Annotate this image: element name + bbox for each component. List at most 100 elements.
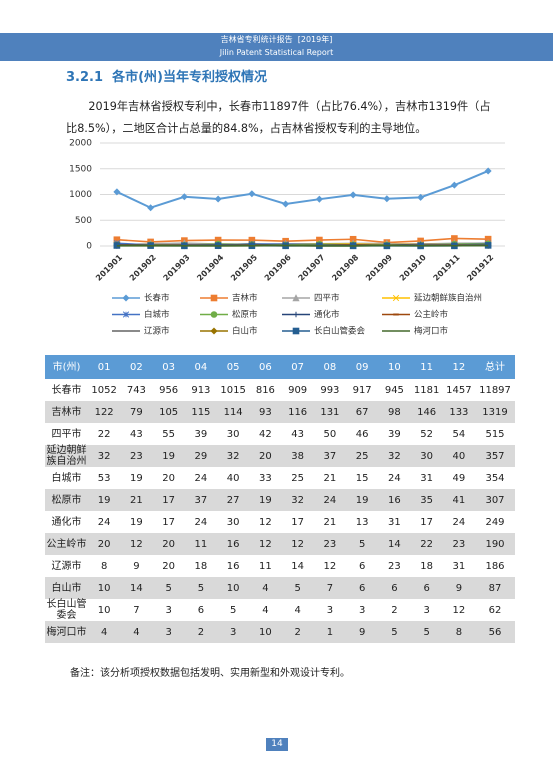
table-cell: 39 <box>194 428 208 440</box>
x-tick-label: 201911 <box>432 253 462 283</box>
table-cell: 10 <box>97 604 111 616</box>
table-cell: 52 <box>420 428 433 440</box>
x-tick-label: 201907 <box>297 253 327 283</box>
table-cell: 43 <box>291 428 304 440</box>
marker <box>210 294 218 302</box>
y-tick-label: 2000 <box>69 139 92 149</box>
table-cell: 2 <box>281 621 314 643</box>
table-cell: 25 <box>291 472 304 484</box>
table-cell: 22 <box>410 533 443 555</box>
table-cell: 354 <box>485 472 505 484</box>
table-cell: 16 <box>226 560 240 572</box>
row-label: 白山市 <box>45 577 88 599</box>
marker <box>292 327 300 335</box>
table-cell: 3 <box>217 621 250 643</box>
table-cell: 24 <box>194 516 208 528</box>
x-tick-label: 201906 <box>263 253 293 283</box>
table-cell: 53 <box>97 472 111 484</box>
row-label: 白城市 <box>51 472 82 484</box>
table-cell: 1181 <box>413 384 440 396</box>
marker <box>122 311 130 318</box>
section-title: 各市(州)当年专利授权情况 <box>112 70 267 85</box>
table-cell: 18 <box>194 560 208 572</box>
header-cell: 01 <box>88 355 121 379</box>
table-cell: 19 <box>130 516 143 528</box>
table-cell: 49 <box>452 472 466 484</box>
table-row: 梅河口市 4 4 3 2 3 10 2 1 9 5 5 8 56 <box>45 621 515 643</box>
table-cell: 15 <box>355 472 369 484</box>
table-cell: 67 <box>346 401 379 423</box>
table-cell: 2 <box>391 604 398 616</box>
table-cell: 19 <box>130 472 143 484</box>
table-cell: 13 <box>355 516 369 528</box>
marker <box>147 204 155 212</box>
row-label: 吉林市 <box>45 401 88 423</box>
table-cell: 25 <box>346 445 379 467</box>
table-cell: 917 <box>352 384 372 396</box>
table-cell: 186 <box>485 560 505 572</box>
table-cell: 5 <box>229 604 237 616</box>
paragraph: 2019年吉林省授权专利中，长春市11897件（占比76.4%），吉林市1319… <box>66 100 491 135</box>
table-cell: 5 <box>281 577 314 599</box>
table-cell: 42 <box>259 428 272 440</box>
row-label: 通化市 <box>51 516 82 528</box>
table-cell: 29 <box>184 445 217 467</box>
table-cell: 5 <box>152 577 185 599</box>
table-cell: 3 <box>326 604 334 616</box>
table-cell: 743 <box>126 384 146 396</box>
header-cell: 07 <box>281 355 314 379</box>
table-cell: 146 <box>410 401 443 423</box>
legend-label: 松原市 <box>232 309 258 320</box>
table-cell: 35 <box>410 489 443 511</box>
x-tick-label: 201910 <box>398 253 428 283</box>
table-cell: 50 <box>323 428 337 440</box>
table-cell: 27 <box>217 489 250 511</box>
table-cell: 10 <box>249 621 282 643</box>
table-cell: 46 <box>355 428 369 440</box>
y-tick-label: 0 <box>86 242 92 252</box>
header-cell: 05 <box>217 355 250 379</box>
table-cell: 24 <box>97 516 111 528</box>
table-cell: 93 <box>249 401 282 423</box>
note: 备注：该分析项授权数据包括发明、实用新型和外观设计专利。 <box>70 668 350 679</box>
header-cell: 08 <box>313 355 346 379</box>
table-cell: 945 <box>384 384 404 396</box>
table-cell: 190 <box>475 533 515 555</box>
table-cell: 30 <box>226 428 240 440</box>
table-cell: 16 <box>217 533 250 555</box>
table-cell: 14 <box>291 560 304 572</box>
table-cell: 23 <box>313 533 346 555</box>
legend-label: 通化市 <box>314 309 340 320</box>
table-cell: 1319 <box>475 401 515 423</box>
table-cell: 12 <box>249 533 282 555</box>
table-cell: 11897 <box>479 384 511 396</box>
marker <box>180 193 188 201</box>
row-label: 辽源市 <box>51 560 82 572</box>
table-cell: 1 <box>313 621 346 643</box>
table-cell: 23 <box>388 560 401 572</box>
table-cell: 307 <box>475 489 515 511</box>
legend-label: 长春市 <box>144 293 170 304</box>
header-year: [2019年] <box>297 35 333 44</box>
x-tick-label: 201912 <box>465 253 495 283</box>
row-label: 四平市 <box>51 428 82 440</box>
header-cell: 10 <box>378 355 411 379</box>
header-cell: 11 <box>410 355 443 379</box>
table-cell: 515 <box>485 428 505 440</box>
y-tick-label: 1000 <box>69 190 92 200</box>
x-tick-label: 201903 <box>162 253 192 283</box>
legend-label: 辽源市 <box>144 326 170 337</box>
table-cell: 115 <box>184 401 217 423</box>
table-row: 长白山管委会 10 7 3 6 5 4 4 3 3 2 3 12 62 <box>45 599 515 621</box>
table-row: 辽源市 8 9 20 18 16 11 14 12 6 23 18 31 186 <box>45 555 515 577</box>
table-cell: 20 <box>249 445 282 467</box>
legend-label: 长白山管委会 <box>314 326 366 337</box>
marker <box>282 200 290 208</box>
table-cell: 6 <box>346 577 379 599</box>
table-cell: 14 <box>120 577 153 599</box>
table-cell: 5 <box>410 621 443 643</box>
table-cell: 12 <box>120 533 153 555</box>
table-cell: 32 <box>88 445 121 467</box>
marker <box>122 294 130 302</box>
